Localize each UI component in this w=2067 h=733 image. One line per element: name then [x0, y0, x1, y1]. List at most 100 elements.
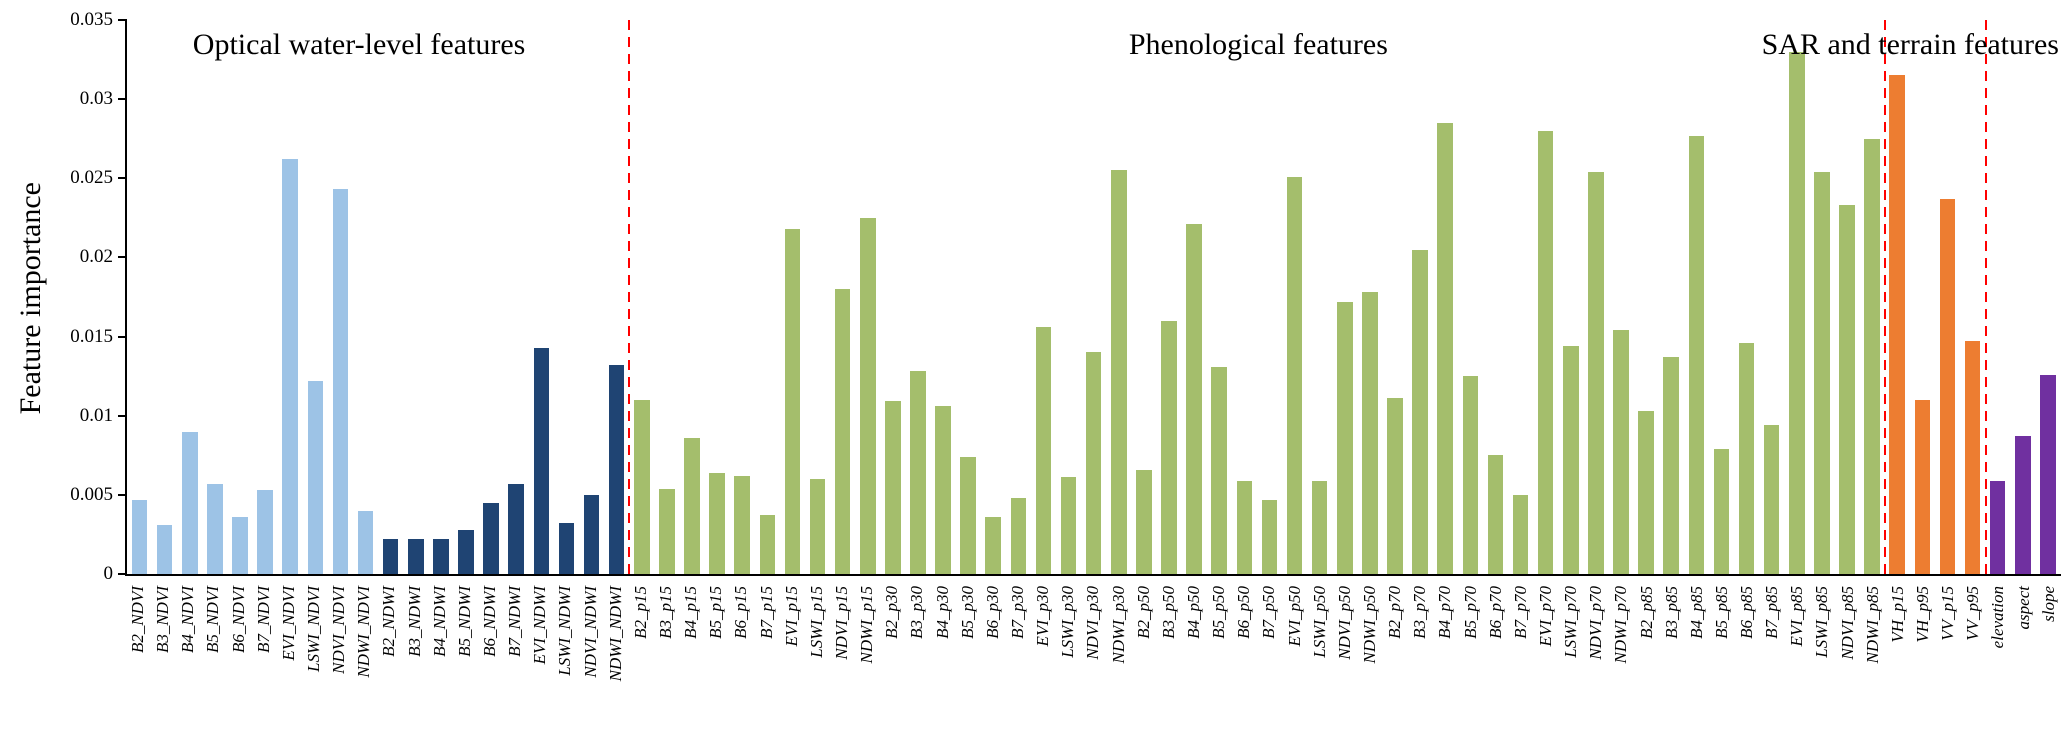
x-tick-label: NDWI_p85 [1862, 586, 1882, 664]
x-tick-cell: NDVI_p85 [1835, 581, 1860, 731]
x-tick-label: B3_NDWI [404, 586, 424, 657]
x-tick-label: B2_NDWI [379, 586, 399, 657]
x-tick-cell: NDVI_p50 [1332, 581, 1357, 731]
y-tick-mark [118, 335, 127, 338]
bar-B3_p30 [910, 371, 926, 574]
x-tick-label: NDVI_p15 [832, 586, 851, 660]
bar-B2_p70 [1387, 398, 1403, 574]
x-tick-cell: B2_p70 [1382, 581, 1407, 731]
x-tick-label: LSWI_p85 [1812, 586, 1832, 658]
x-tick-label: NDVI_p70 [1586, 586, 1606, 660]
bar-VH_p15 [1889, 75, 1905, 574]
bar-slot [755, 20, 780, 574]
x-tick-label: slope [2038, 586, 2058, 622]
x-tick-cell: NDVI_p70 [1583, 581, 1608, 731]
x-tick-cell: B6_p70 [1483, 581, 1508, 731]
x-tick-label: B2_p85 [1636, 586, 1656, 639]
bar-VV_p95 [1964, 341, 1981, 574]
bar-slot [1910, 20, 1935, 574]
bar-slot [1809, 20, 1834, 574]
x-tick-label: B7_p50 [1259, 586, 1279, 639]
x-tick-label: B3_NDVI [153, 586, 173, 654]
bar-slot [1784, 20, 1809, 574]
x-tick-cell: LSWI_NDVI [301, 581, 326, 731]
x-tick-label: EVI_p30 [1033, 586, 1053, 647]
bar-slot [1081, 20, 1106, 574]
bar-B2_NDVI [131, 499, 148, 574]
bar-B7_NDVI [257, 490, 273, 574]
bar-slot [1709, 20, 1734, 574]
x-tick-cell: B4_p50 [1181, 581, 1206, 731]
x-tick-cell: NDVI_NDWI [578, 581, 603, 731]
bar-EVI_p15 [784, 228, 801, 574]
x-tick-cell: B5_NDWI [452, 581, 477, 731]
bar-B2_p30 [885, 401, 901, 574]
bar-slot [1608, 20, 1633, 574]
x-tick-cell: B7_p50 [1256, 581, 1281, 731]
x-tick-label: NDWI_p15 [857, 586, 877, 664]
bar-NDVI_p70 [1588, 171, 1604, 574]
bar-slot [1182, 20, 1207, 574]
x-tick-label: B6_p70 [1485, 586, 1505, 639]
bar-slot [1759, 20, 1784, 574]
bar-NDWI_NDWI [608, 365, 625, 574]
x-tick-cell: B6_p50 [1231, 581, 1256, 731]
x-tick-label: B6_p30 [982, 586, 1002, 639]
x-tick-label: NDWI_NDVI [354, 586, 374, 678]
section-divider-line [1984, 20, 1987, 574]
bar-B7_p85 [1763, 425, 1780, 574]
bar-slot [1357, 20, 1382, 574]
x-tick-cell: B3_p50 [1156, 581, 1181, 731]
x-tick-cell: B5_p50 [1206, 581, 1231, 731]
bar-slot [1257, 20, 1282, 574]
bar-slot [905, 20, 930, 574]
y-tick-label: 0.01 [79, 404, 113, 426]
bar-slot [1558, 20, 1583, 574]
bar-slot [1684, 20, 1709, 574]
x-tick-cell: B6_NDWI [477, 581, 502, 731]
x-tick-cell: B5_p15 [703, 581, 728, 731]
bar-slot [1634, 20, 1659, 574]
y-tick-label: 0.03 [79, 88, 113, 110]
x-tick-cell: aspect [2011, 581, 2036, 731]
x-tick-label: LSWI_p70 [1561, 586, 1581, 658]
bar-slot [679, 20, 704, 574]
x-tick-cell: EVI_NDVI [276, 581, 301, 731]
x-tick-cell: LSWI_p70 [1558, 581, 1583, 731]
x-tick-cell: LSWI_p50 [1307, 581, 1332, 731]
bar-B7_p50 [1261, 499, 1278, 574]
bar-LSWI_NDVI [307, 380, 324, 574]
x-tick-cell: B2_NDVI [125, 581, 150, 731]
x-tick-cell: B4_p30 [930, 581, 955, 731]
section-label-2: Phenological features [1128, 28, 1388, 61]
x-tick-label: aspect [2013, 586, 2033, 630]
x-tick-label: B6_p85 [1737, 586, 1757, 639]
x-tick-label: B4_NDVI [178, 586, 198, 654]
bar-B2_p15 [633, 399, 650, 574]
bar-slot [127, 20, 152, 574]
x-tick-cell: B3_NDWI [402, 581, 427, 731]
x-tick-label: B2_p70 [1385, 586, 1405, 639]
plot-area: 0.035 0.03 0.025 0.02 0.015 0.01 0.005 0 Optica… [70, 9, 2061, 584]
bar-slot [780, 20, 805, 574]
bar-B2_p50 [1136, 469, 1152, 574]
x-tick-label: B7_p30 [1007, 586, 1027, 639]
bar-LSWI_p30 [1060, 477, 1077, 574]
x-tick-cell: NDVI_p15 [829, 581, 854, 731]
section-divider-line [628, 20, 631, 574]
bar-NDVI_NDVI [332, 189, 349, 574]
y-tick-label: 0.025 [70, 167, 113, 189]
bar-slot [981, 20, 1006, 574]
x-tick-cell: EVI_NDWI [527, 581, 552, 731]
y-tick-label: 0.015 [70, 325, 113, 347]
bar-NDVI_NDWI [583, 494, 600, 574]
x-tick-label: B5_p30 [957, 586, 977, 639]
x-tick-cell: VV_p15 [1935, 581, 1960, 731]
bar-B2_NDWI [382, 539, 399, 574]
x-tick-cell: B3_p70 [1407, 581, 1432, 731]
bar-EVI_p30 [1035, 327, 1052, 574]
bar-slot [1508, 20, 1533, 574]
bar-slot [1433, 20, 1458, 574]
x-tick-label: B2_p15 [630, 586, 650, 639]
